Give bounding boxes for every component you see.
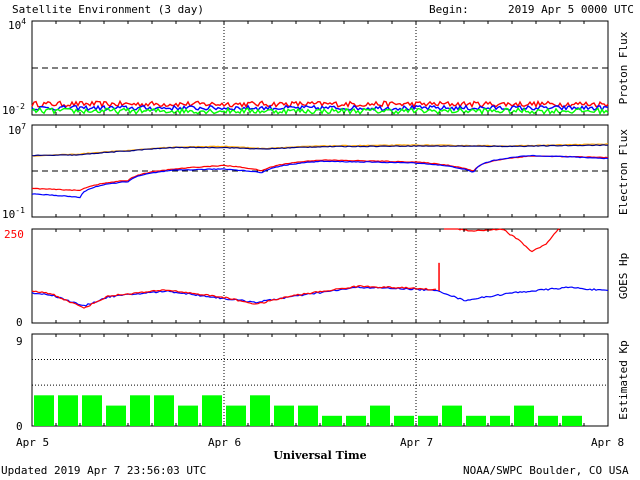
proton-flux-panel — [31, 20, 609, 116]
hp-series-2 — [444, 228, 561, 253]
goes-hp-panel — [31, 228, 609, 324]
kp-bar — [274, 405, 294, 426]
estimated-kp-label: Estimated Kp — [617, 340, 630, 419]
kp-bar — [178, 405, 198, 426]
kp-bar — [466, 415, 486, 426]
begin-value: 2019 Apr 5 0000 UTC — [508, 3, 634, 16]
series-layer — [31, 99, 609, 426]
kp-bar — [58, 395, 78, 426]
kp-bar — [130, 395, 150, 426]
electron-ytick-bottom: 10-1 — [2, 206, 25, 221]
kp-bar — [226, 405, 246, 426]
electron-series-2 — [31, 155, 609, 192]
kp-bar — [562, 415, 582, 426]
xtick-apr7: Apr 7 — [400, 436, 433, 449]
xtick-apr8: Apr 8 — [591, 436, 624, 449]
credit-text: NOAA/SWPC Boulder, CO USA — [463, 464, 629, 477]
updated-timestamp: Updated 2019 Apr 7 23:56:03 UTC — [1, 464, 206, 477]
kp-bar — [442, 405, 462, 426]
proton-ytick-top: 104 — [8, 17, 26, 32]
hp-ytick-top: 250 — [4, 228, 24, 241]
electron-series-3 — [31, 154, 609, 199]
electron-flux-label: Electron Flux — [617, 129, 630, 215]
electron-ytick-top: 107 — [8, 122, 26, 137]
begin-label: Begin: — [429, 3, 469, 16]
hp-ytick-bottom: 0 — [16, 316, 23, 329]
chart-title: Satellite Environment (3 day) — [12, 3, 204, 16]
hp-series-0 — [31, 286, 609, 307]
grid-layer — [32, 21, 608, 426]
kp-ytick-top: 9 — [16, 335, 23, 348]
kp-bar — [154, 395, 174, 426]
x-axis-label: Universal Time — [273, 449, 366, 462]
electron-series-1 — [32, 144, 609, 157]
kp-bar — [250, 395, 270, 426]
kp-bar — [394, 415, 414, 426]
kp-bar — [538, 415, 558, 426]
xtick-apr6: Apr 6 — [208, 436, 241, 449]
kp-bar — [514, 405, 534, 426]
proton-flux-label: Proton Flux — [617, 31, 630, 104]
kp-bar — [322, 415, 342, 426]
xtick-apr5: Apr 5 — [16, 436, 49, 449]
proton-series-0 — [31, 99, 609, 109]
kp-bar — [82, 395, 102, 426]
kp-bar — [34, 395, 54, 426]
ticks-layer — [55, 21, 585, 426]
kp-bar — [346, 415, 366, 426]
kp-bar — [418, 415, 438, 426]
kp-bar — [370, 405, 390, 426]
kp-ytick-bottom: 0 — [16, 420, 23, 433]
kp-bar — [106, 405, 126, 426]
hp-series-1 — [31, 284, 437, 309]
electron-flux-panel — [31, 124, 609, 218]
goes-hp-label: GOES Hp — [617, 253, 630, 299]
kp-bar — [202, 395, 222, 426]
kp-bar — [490, 415, 510, 426]
proton-ytick-bottom: 10-2 — [2, 102, 25, 117]
kp-bar — [298, 405, 318, 426]
